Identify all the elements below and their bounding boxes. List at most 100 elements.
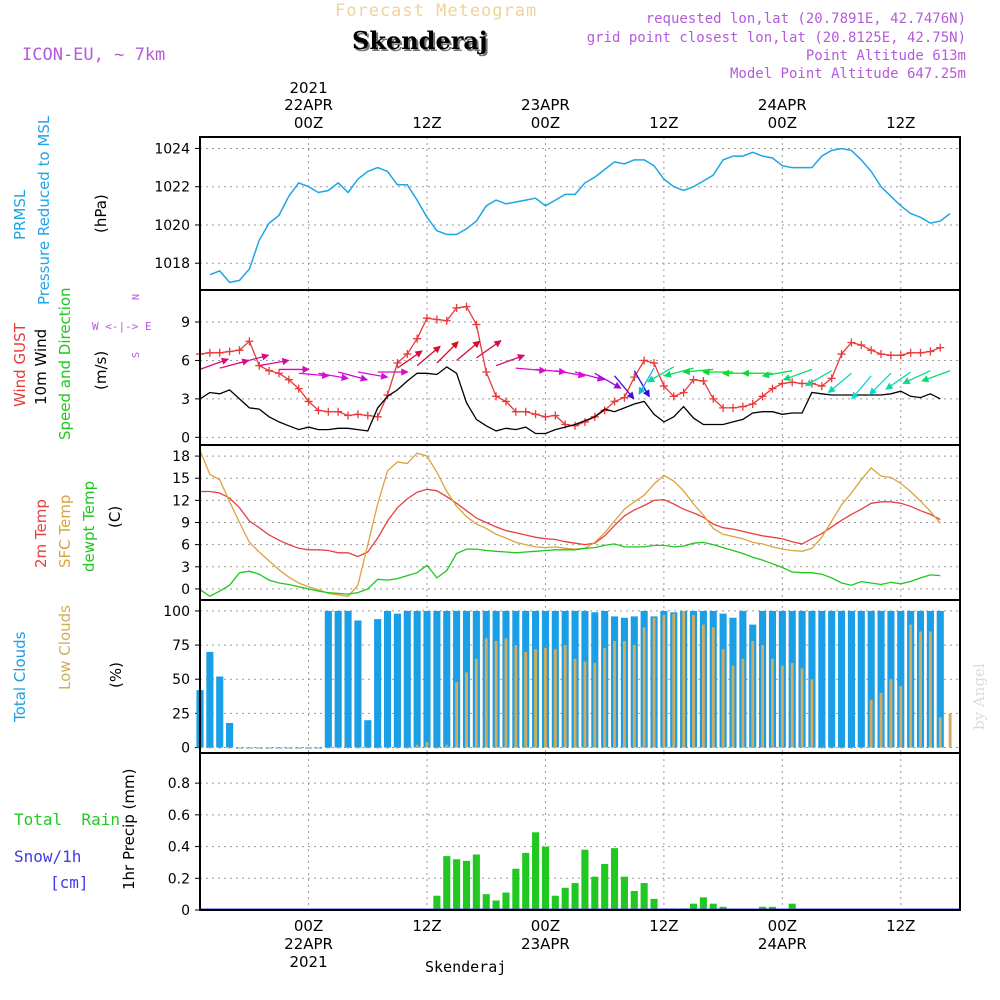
precip-label-rain: Total Rain [14, 810, 120, 829]
low-cloud-bar [297, 747, 301, 749]
low-cloud-bar [919, 631, 922, 748]
gust-marker [442, 316, 451, 325]
rain-bar [462, 860, 471, 910]
top-time-label: 00Z [531, 114, 560, 132]
y-tick-label: 18 [172, 449, 190, 465]
total-cloud-bar [936, 610, 944, 748]
y-tick-label: 1024 [154, 141, 190, 157]
low-cloud-bar [859, 747, 863, 749]
rain-bar [472, 854, 480, 910]
total-cloud-bar [847, 610, 855, 748]
wind-arrow-head [360, 374, 369, 382]
y-tick-label: 0 [181, 903, 190, 919]
wind-arrow-head [647, 375, 656, 383]
wind-arrow-head [472, 340, 481, 349]
gust-marker [432, 315, 441, 324]
low-cloud-bar [474, 658, 478, 748]
rain-bar [601, 864, 609, 910]
low-cloud-bar [307, 747, 310, 749]
low-cloud-bar [840, 747, 843, 749]
total-cloud-bar [838, 610, 846, 748]
low-cloud-bar [909, 624, 913, 748]
cloud-label-2: Low Clouds [56, 605, 74, 690]
y-tick-label: 3 [181, 560, 190, 576]
top-time-label: 12Z [412, 114, 441, 132]
wind-arrow-head [902, 377, 911, 384]
low-cloud-bar [366, 747, 370, 749]
low-cloud-bar [544, 647, 547, 748]
rain-bar [571, 883, 579, 910]
gust-marker [650, 359, 659, 368]
gust-marker [492, 392, 501, 401]
gust-marker [768, 384, 777, 393]
gust-marker [798, 379, 807, 388]
low-cloud-bar [850, 747, 853, 749]
wind-arrow-head [804, 379, 814, 387]
bottom-location: Skenderaj [425, 958, 506, 976]
title-top: Forecast Meteogram [335, 1, 537, 21]
wind-label-3: Speed and Direction [56, 287, 74, 440]
precip-labels: Total Rain Snow/1h [cm] 1hr Precip (mm) [14, 769, 138, 892]
low-cloud-bar [761, 645, 765, 748]
y-tick-label: 6 [181, 353, 190, 369]
grid-point-coords: grid point closest lon,lat (20.8125E, 42… [587, 30, 966, 46]
low-cloud-bar [751, 640, 755, 748]
rain-bar [788, 903, 796, 910]
total-cloud-bar [383, 610, 392, 748]
model-label: ICON-EU, ~ 7km [22, 45, 165, 65]
low-cloud-bar [672, 613, 676, 748]
temp-label-3: dewpt Temp [80, 481, 98, 572]
low-cloud-bar [632, 645, 636, 748]
low-cloud-bar [257, 747, 261, 749]
low-cloud-bar [652, 617, 656, 748]
low-cloud-bar [435, 747, 439, 749]
y-tick-label: 0.4 [168, 840, 190, 856]
gust-marker [620, 393, 629, 402]
wind-arrow-head [869, 387, 877, 396]
gust-marker [245, 337, 254, 346]
low-cloud-bar [642, 627, 646, 748]
rain-bar [650, 898, 658, 910]
gust-marker [758, 392, 767, 401]
rain-bar [620, 876, 628, 910]
top-time-label: 12Z [649, 114, 678, 132]
gust-marker [817, 382, 826, 391]
gust-marker [531, 410, 540, 419]
low-cloud-bar [603, 647, 607, 748]
wind-label-1: Wind GUST [11, 322, 29, 407]
low-cloud-bar [662, 615, 666, 748]
low-cloud-bar [218, 747, 222, 749]
low-cloud-bar [346, 747, 350, 749]
rain-bar [512, 868, 520, 910]
low-cloud-bar [810, 679, 814, 748]
gust-marker [916, 348, 925, 357]
rain-bar [522, 852, 530, 910]
wind-arrow-head [702, 368, 710, 376]
low-cloud-bar [790, 662, 794, 748]
gust-marker [541, 412, 550, 421]
rain-bar [719, 906, 727, 910]
gust-marker [738, 402, 747, 411]
pressure-unit: (hPa) [92, 194, 110, 233]
gust-marker [857, 341, 866, 350]
wind-label-2: 10m Wind [32, 329, 50, 405]
low-cloud-bar [948, 713, 952, 748]
bottom-time-label: 00Z [768, 917, 797, 935]
wind-arrow-head [626, 391, 635, 400]
cloud-unit: (%) [107, 662, 125, 688]
gust-marker [205, 348, 214, 357]
gust-marker [225, 347, 234, 356]
wind-arrow-head [401, 368, 409, 376]
low-cloud-bar [415, 744, 419, 748]
low-cloud-bar [563, 645, 567, 748]
wind-arrow-head [721, 369, 730, 377]
low-cloud-bar [494, 640, 498, 748]
gust-marker [699, 376, 708, 385]
total-cloud-bar [867, 610, 875, 748]
y-tick-label: 1018 [154, 256, 190, 272]
total-cloud-bar [226, 722, 234, 748]
gust-marker [501, 397, 510, 406]
gust-marker [472, 320, 481, 329]
bottom-time-label: 00Z [294, 917, 323, 935]
low-cloud-bar [386, 747, 389, 749]
